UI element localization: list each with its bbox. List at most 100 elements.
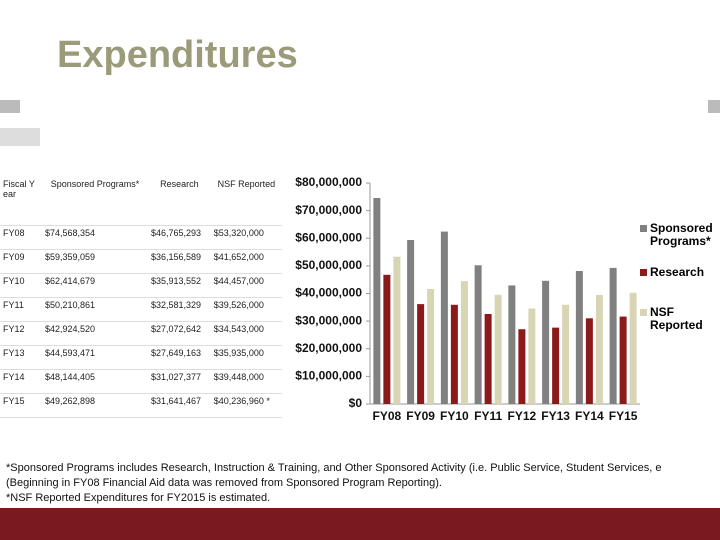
y-tick-label: $30,000,000 <box>295 313 362 327</box>
table-cell: $39,526,000 <box>210 297 282 322</box>
bar <box>484 313 492 404</box>
bar <box>518 329 526 404</box>
table-row: FY08 $74,568,354 $46,765,293 $53,320,000 <box>0 225 282 250</box>
table-cell: $44,593,471 <box>42 345 148 370</box>
decor <box>0 100 20 113</box>
decor <box>0 128 40 146</box>
table-cell: $27,649,163 <box>147 345 211 370</box>
legend-swatch <box>640 225 647 232</box>
legend-swatch <box>640 309 647 316</box>
table-row: FY12 $42,924,520 $27,072,642 $34,543,000 <box>0 321 282 346</box>
table-cell: $34,543,000 <box>210 321 282 346</box>
bar <box>528 308 536 404</box>
legend-label: Sponsored Programs* <box>650 221 713 248</box>
x-tick-label: FY10 <box>440 409 469 423</box>
table-row: FY11 $50,210,861 $32,581,329 $39,526,000 <box>0 297 282 322</box>
y-tick-label: $0 <box>349 396 363 410</box>
bar <box>460 281 468 404</box>
bar <box>440 231 448 404</box>
x-tick-label: FY11 <box>474 409 502 423</box>
table-cell: $46,765,293 <box>147 225 211 250</box>
bar <box>407 240 415 404</box>
bar <box>552 327 560 404</box>
y-tick-label: $10,000,000 <box>295 369 362 383</box>
x-tick-label: FY12 <box>508 409 537 423</box>
table-cell: FY08 <box>0 225 42 250</box>
y-tick-label: $80,000,000 <box>295 175 362 189</box>
bar <box>609 267 617 404</box>
y-tick-label: $70,000,000 <box>295 203 362 217</box>
data-table: Fiscal Year Sponsored Programs* Research NS… <box>0 177 282 418</box>
decor <box>708 100 720 113</box>
footer-bar <box>0 508 720 540</box>
table-cell: $42,924,520 <box>42 321 148 346</box>
bar <box>474 265 482 404</box>
bar <box>450 304 458 404</box>
x-tick-label: FY08 <box>373 409 402 423</box>
y-tick-label: $20,000,000 <box>295 341 362 355</box>
y-tick-label: $40,000,000 <box>295 286 362 300</box>
table-cell: $31,641,467 <box>147 393 211 418</box>
bar <box>575 271 583 404</box>
bar <box>562 304 570 404</box>
table-cell: FY12 <box>0 321 42 346</box>
column-header: Fiscal Year <box>0 177 42 226</box>
bar <box>595 295 603 404</box>
column-header: NSF Reported <box>210 177 282 226</box>
footnote: *Sponsored Programs includes Research, I… <box>6 462 662 474</box>
table-cell: $49,262,898 <box>42 393 148 418</box>
table-cell: $27,072,642 <box>147 321 211 346</box>
footnote: *NSF Reported Expenditures for FY2015 is… <box>6 492 271 504</box>
x-tick-label: FY15 <box>609 409 638 423</box>
table-cell: $41,652,000 <box>210 249 282 274</box>
table-row: FY14 $48,144,405 $31,027,377 $39,448,000 <box>0 369 282 394</box>
table-cell: FY11 <box>0 297 42 322</box>
y-tick-label: $50,000,000 <box>295 258 362 272</box>
table-cell: $74,568,354 <box>42 225 148 250</box>
table-cell: $50,210,861 <box>42 297 148 322</box>
table-cell: $35,935,000 <box>210 345 282 370</box>
x-tick-label: FY13 <box>541 409 570 423</box>
bar <box>494 294 502 404</box>
footnote: (Beginning in FY08 Financial Aid data wa… <box>6 477 442 489</box>
bar <box>393 256 401 404</box>
x-tick-label: FY14 <box>575 409 604 423</box>
table-cell: $53,320,000 <box>210 225 282 250</box>
table-cell: $36,156,589 <box>147 249 211 274</box>
bar <box>542 280 550 404</box>
table-row: FY09 $59,359,059 $36,156,589 $41,652,000 <box>0 249 282 274</box>
slide-title: Expenditures <box>57 34 298 76</box>
x-tick-label: FY09 <box>406 409 435 423</box>
table-cell: $62,414,679 <box>42 273 148 298</box>
table-row: FY10 $62,414,679 $35,913,552 $44,457,000 <box>0 273 282 298</box>
bar <box>417 304 425 404</box>
table-cell: $35,913,552 <box>147 273 211 298</box>
y-tick-label: $60,000,000 <box>295 230 362 244</box>
table-cell: FY15 <box>0 393 42 418</box>
table-cell: $40,236,960 * <box>210 393 282 418</box>
table-cell: FY14 <box>0 369 42 394</box>
bar <box>619 316 627 404</box>
table-cell: $31,027,377 <box>147 369 211 394</box>
bar <box>427 288 435 404</box>
table-cell: $48,144,405 <box>42 369 148 394</box>
bar <box>373 198 381 404</box>
table-cell: $44,457,000 <box>210 273 282 298</box>
table-cell: FY13 <box>0 345 42 370</box>
bar <box>585 318 593 404</box>
legend-label: Research <box>650 265 705 279</box>
table-cell: FY10 <box>0 273 42 298</box>
footnotes: *Sponsored Programs includes Research, I… <box>6 461 720 506</box>
bar <box>629 292 637 404</box>
table-row: FY13 $44,593,471 $27,649,163 $35,935,000 <box>0 345 282 370</box>
table-cell: FY09 <box>0 249 42 274</box>
header-row: Fiscal Year Sponsored Programs* Research NS… <box>0 177 282 226</box>
legend-label: NSF Reported <box>650 305 703 332</box>
legend-swatch <box>640 269 647 276</box>
column-header: Sponsored Programs* <box>42 177 148 226</box>
table-cell: $59,359,059 <box>42 249 148 274</box>
bar <box>508 285 516 404</box>
column-header: Research <box>147 177 211 226</box>
